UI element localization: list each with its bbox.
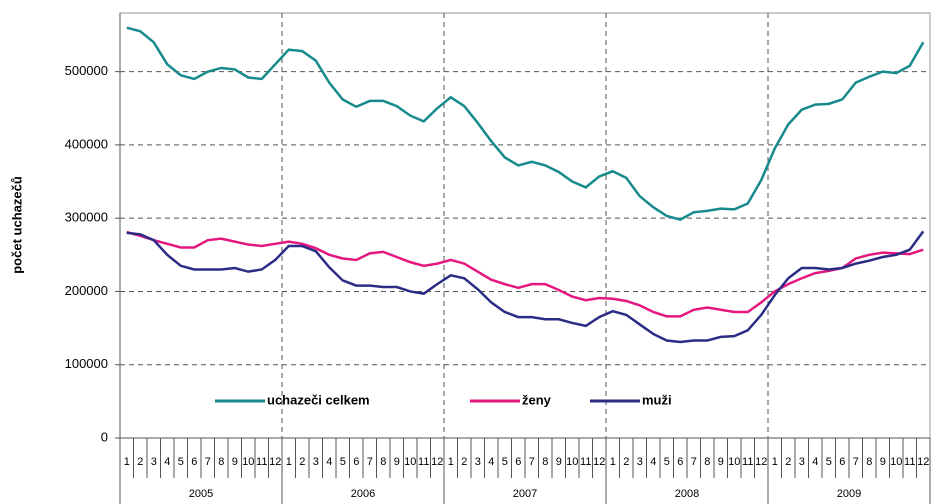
x-tick-label: 1 xyxy=(448,456,454,468)
series-line xyxy=(126,26,925,221)
year-label: 2006 xyxy=(351,488,375,500)
y-axis-label: počet uchazečů xyxy=(9,176,24,274)
series-line xyxy=(126,230,925,344)
x-tick-label: 8 xyxy=(218,456,224,468)
x-tick-label: 12 xyxy=(593,456,605,468)
legend-label: muži xyxy=(642,392,672,407)
x-tick-label: 4 xyxy=(326,456,332,468)
x-tick-label: 3 xyxy=(313,456,319,468)
x-tick-label: 9 xyxy=(718,456,724,468)
x-tick-label: 11 xyxy=(904,456,915,468)
x-tick-label: 7 xyxy=(205,456,211,468)
x-tick-label: 2 xyxy=(137,456,143,468)
x-tick-label: 6 xyxy=(191,456,197,468)
x-tick-label: 9 xyxy=(880,456,886,468)
x-tick-label: 1 xyxy=(286,456,292,468)
legend-label: ženy xyxy=(522,392,552,407)
x-tick-label: 8 xyxy=(542,456,548,468)
x-tick-label: 3 xyxy=(799,456,805,468)
x-tick-label: 12 xyxy=(431,456,443,468)
x-tick-label: 12 xyxy=(917,456,929,468)
x-tick-label: 4 xyxy=(488,456,494,468)
y-tick-label: 300000 xyxy=(65,210,108,225)
x-tick-label: 5 xyxy=(178,456,184,468)
y-tick-label: 200000 xyxy=(65,283,108,298)
x-tick-label: 4 xyxy=(812,456,818,468)
x-tick-label: 7 xyxy=(529,456,535,468)
x-tick-label: 6 xyxy=(839,456,845,468)
x-tick-label: 8 xyxy=(866,456,872,468)
x-tick-label: 6 xyxy=(353,456,359,468)
x-tick-label: 7 xyxy=(367,456,373,468)
x-tick-label: 10 xyxy=(404,456,416,468)
x-tick-label: 11 xyxy=(418,456,429,468)
year-label: 2007 xyxy=(513,488,537,500)
x-tick-label: 5 xyxy=(340,456,346,468)
x-tick-label: 2 xyxy=(623,456,629,468)
x-tick-label: 12 xyxy=(269,456,281,468)
x-tick-label: 10 xyxy=(242,456,254,468)
x-tick-label: 12 xyxy=(755,456,767,468)
year-label: 2009 xyxy=(837,488,861,500)
x-tick-label: 1 xyxy=(124,456,130,468)
x-tick-label: 9 xyxy=(556,456,562,468)
x-tick-label: 1 xyxy=(772,456,778,468)
x-tick-label: 2 xyxy=(785,456,791,468)
legend-label: uchazeči celkem xyxy=(267,392,370,407)
x-tick-label: 1 xyxy=(610,456,616,468)
plot-frame xyxy=(119,12,931,439)
x-tick-label: 3 xyxy=(151,456,157,468)
x-tick-label: 9 xyxy=(394,456,400,468)
x-tick-label: 9 xyxy=(232,456,238,468)
x-tick-label: 4 xyxy=(650,456,656,468)
year-label: 2008 xyxy=(675,488,699,500)
x-tick-label: 7 xyxy=(691,456,697,468)
x-tick-label: 11 xyxy=(742,456,753,468)
x-tick-label: 2 xyxy=(461,456,467,468)
x-tick-label: 10 xyxy=(890,456,902,468)
y-tick-label: 500000 xyxy=(65,63,108,78)
x-tick-label: 6 xyxy=(515,456,521,468)
x-tick-label: 5 xyxy=(664,456,670,468)
x-tick-label: 2 xyxy=(299,456,305,468)
x-tick-label: 3 xyxy=(637,456,643,468)
x-tick-label: 5 xyxy=(502,456,508,468)
x-tick-label: 3 xyxy=(475,456,481,468)
x-tick-label: 8 xyxy=(704,456,710,468)
x-tick-label: 11 xyxy=(580,456,591,468)
x-tick-label: 10 xyxy=(566,456,578,468)
x-tick-label: 6 xyxy=(677,456,683,468)
x-tick-label: 11 xyxy=(256,456,267,468)
year-label: 2005 xyxy=(189,488,213,500)
x-tick-label: 7 xyxy=(853,456,859,468)
x-tick-label: 10 xyxy=(728,456,740,468)
y-tick-label: 400000 xyxy=(65,136,108,151)
y-tick-label: 100000 xyxy=(65,356,108,371)
series-line xyxy=(126,230,924,318)
x-tick-label: 5 xyxy=(826,456,832,468)
x-tick-label: 4 xyxy=(164,456,170,468)
x-tick-label: 8 xyxy=(380,456,386,468)
y-tick-label: 0 xyxy=(101,429,108,444)
